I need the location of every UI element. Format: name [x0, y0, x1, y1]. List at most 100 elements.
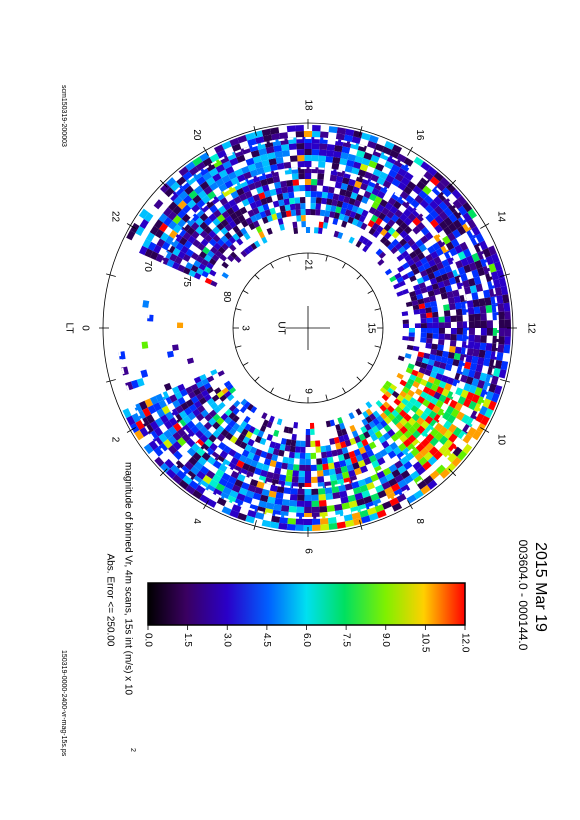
- velocity-cell: [206, 262, 214, 270]
- velocity-cell: [205, 470, 216, 480]
- velocity-cell: [455, 260, 464, 269]
- velocity-cell: [173, 233, 183, 243]
- velocity-cell: [335, 473, 344, 481]
- velocity-cell: [434, 214, 444, 225]
- velocity-cell: [299, 185, 306, 192]
- velocity-cell: [335, 133, 345, 141]
- velocity-cell: [355, 240, 363, 248]
- velocity-cell: [296, 143, 305, 150]
- velocity-cell: [203, 393, 212, 402]
- velocity-cell: [398, 246, 406, 255]
- velocity-cell: [212, 474, 222, 484]
- velocity-cell: [201, 194, 211, 204]
- velocity-cell: [494, 359, 503, 369]
- velocity-cell: [420, 391, 429, 399]
- velocity-cell: [186, 438, 196, 448]
- velocity-cell: [287, 463, 294, 471]
- velocity-cell: [344, 519, 355, 528]
- velocity-cell: [498, 311, 505, 321]
- velocity-cell: [412, 255, 421, 264]
- velocity-cell: [191, 230, 200, 240]
- velocity-cell: [396, 276, 404, 284]
- velocity-cell: [352, 161, 362, 170]
- velocity-cell: [432, 405, 441, 414]
- velocity-cell: [269, 441, 276, 449]
- velocity-cell: [237, 214, 246, 223]
- velocity-cell: [319, 131, 329, 139]
- velocity-cell: [399, 230, 408, 239]
- velocity-cell: [315, 197, 322, 204]
- velocity-cell: [305, 428, 311, 435]
- velocity-cell: [222, 486, 232, 496]
- velocity-cell: [431, 282, 440, 291]
- velocity-cell: [312, 524, 321, 531]
- velocity-cell: [247, 438, 255, 447]
- velocity-cell: [204, 277, 213, 285]
- velocity-cell: [229, 157, 239, 167]
- velocity-cell: [305, 458, 311, 465]
- velocity-cell: [287, 427, 294, 434]
- velocity-cell: [478, 298, 486, 307]
- velocity-cell: [462, 222, 472, 233]
- velocity-cell: [292, 179, 300, 186]
- velocity-cell: [199, 212, 209, 222]
- velocity-cell: [379, 404, 388, 412]
- velocity-cell: [204, 413, 213, 422]
- velocity-cell: [263, 458, 272, 466]
- velocity-cell: [387, 405, 395, 414]
- velocity-cell: [297, 494, 305, 501]
- velocity-cell: [249, 478, 259, 487]
- velocity-cell: [287, 185, 294, 193]
- velocity-cell: [278, 474, 287, 482]
- velocity-cell: [138, 400, 148, 411]
- velocity-cell: [206, 498, 217, 508]
- velocity-cell: [174, 186, 185, 196]
- velocity-cell: [425, 342, 433, 349]
- velocity-cell: [471, 252, 481, 263]
- velocity-cell: [168, 426, 178, 436]
- velocity-cell: [254, 199, 263, 208]
- velocity-cell: [142, 407, 152, 418]
- velocity-cell: [448, 213, 458, 223]
- velocity-cell: [431, 186, 442, 196]
- velocity-cell: [259, 437, 267, 446]
- velocity-cell: [370, 493, 380, 502]
- velocity-cell: [370, 154, 380, 163]
- velocity-cell: [281, 186, 288, 194]
- velocity-cell: [259, 210, 267, 219]
- velocity-cell: [330, 205, 337, 213]
- velocity-cell: [318, 161, 326, 168]
- velocity-cell: [209, 442, 218, 452]
- velocity-cell: [261, 184, 270, 192]
- velocity-cell: [437, 408, 446, 418]
- velocity-cell: [442, 448, 453, 459]
- velocity-cell: [219, 450, 229, 459]
- velocity-cell: [243, 401, 251, 409]
- velocity-cell: [480, 328, 487, 336]
- velocity-cell: [462, 248, 472, 258]
- velocity-cell: [216, 192, 225, 201]
- velocity-cell: [236, 460, 245, 469]
- velocity-cell: [435, 247, 444, 257]
- velocity-cell: [339, 188, 347, 197]
- velocity-cell: [494, 287, 503, 297]
- velocity-cell: [355, 408, 363, 416]
- velocity-cell: [341, 146, 351, 154]
- velocity-cell: [313, 227, 319, 234]
- velocity-cell: [206, 397, 215, 406]
- velocity-cell: [326, 144, 336, 151]
- velocity-cell: [370, 214, 379, 223]
- velocity-cell: [241, 449, 250, 458]
- velocity-cell: [219, 197, 229, 206]
- velocity-cell: [292, 221, 298, 229]
- velocity-cell: [304, 494, 312, 501]
- velocity-cell: [269, 484, 278, 493]
- velocity-cell: [384, 486, 394, 496]
- velocity-cell: [351, 430, 359, 438]
- velocity-cell: [447, 452, 458, 463]
- velocity-cell: [475, 283, 484, 293]
- velocity-cell: [273, 467, 282, 475]
- lt-tick: [448, 468, 457, 477]
- colorbar-tick-label: 3.0: [222, 633, 233, 647]
- lt-label: 14: [495, 211, 506, 223]
